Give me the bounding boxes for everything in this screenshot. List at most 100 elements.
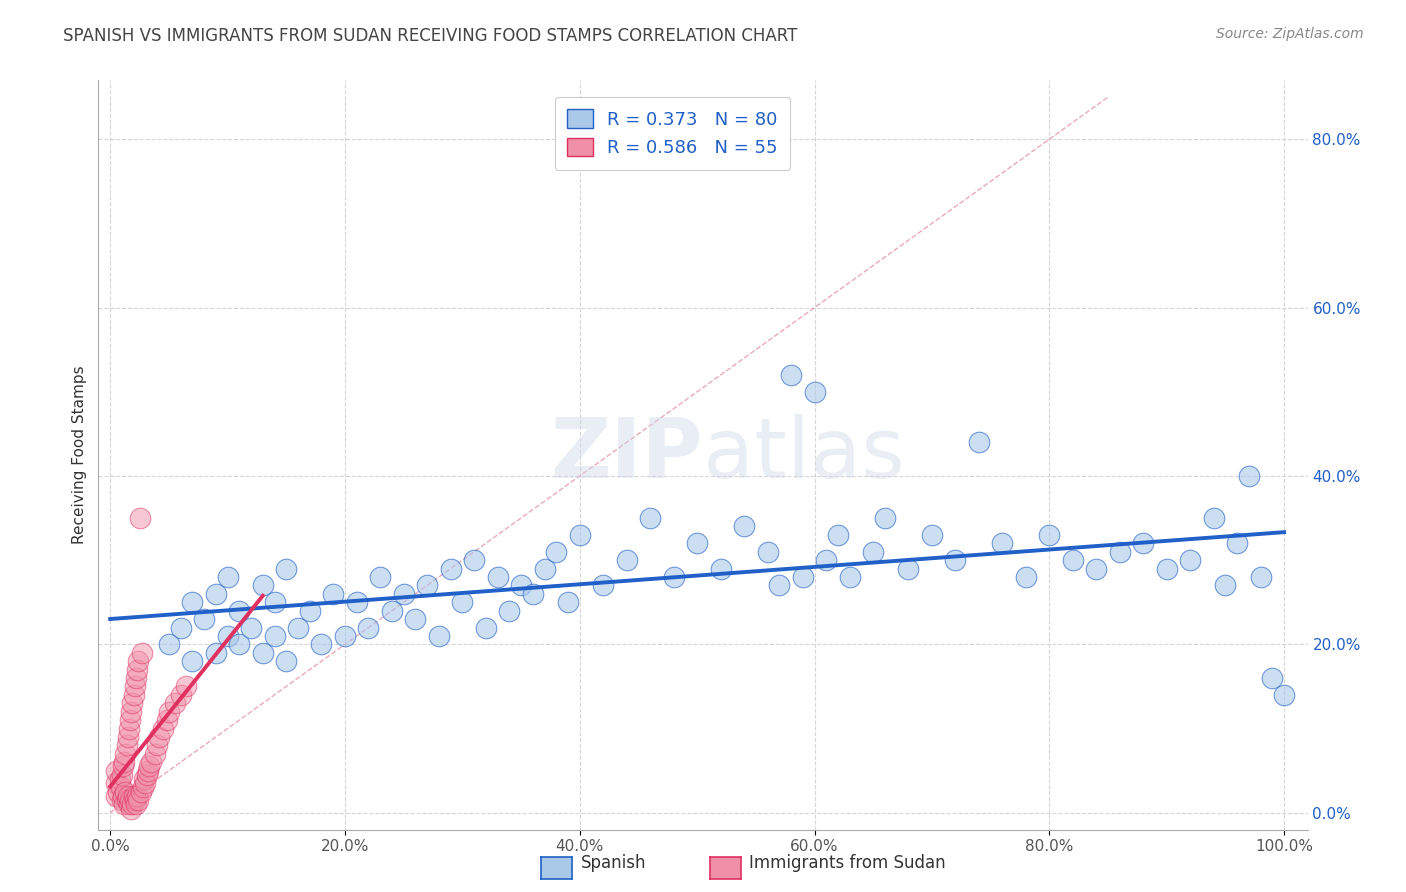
Point — [568, 528, 591, 542]
Point — [1237, 469, 1260, 483]
Point — [121, 696, 143, 710]
Point — [228, 604, 250, 618]
Point — [475, 620, 498, 634]
Point — [768, 578, 790, 592]
Point — [217, 570, 239, 584]
Point — [127, 663, 149, 677]
Point — [118, 722, 141, 736]
Point — [510, 578, 533, 592]
Point — [146, 739, 169, 753]
Point — [134, 772, 156, 786]
Point — [1108, 545, 1130, 559]
Point — [181, 595, 204, 609]
Point — [112, 755, 135, 769]
Point — [792, 570, 814, 584]
Point — [163, 696, 186, 710]
Point — [111, 768, 134, 782]
Point — [357, 620, 380, 634]
Point — [815, 553, 838, 567]
Point — [131, 646, 153, 660]
Point — [368, 570, 391, 584]
Point — [124, 680, 146, 694]
Point — [322, 587, 344, 601]
Point — [662, 570, 685, 584]
Point — [152, 722, 174, 736]
Point — [546, 545, 568, 559]
Point — [127, 654, 149, 668]
Point — [733, 519, 755, 533]
Point — [169, 688, 191, 702]
Point — [181, 654, 204, 668]
Point — [125, 671, 148, 685]
Point — [105, 764, 128, 778]
Point — [616, 553, 638, 567]
Point — [1250, 570, 1272, 584]
Point — [276, 654, 298, 668]
Point — [127, 793, 149, 807]
Point — [115, 793, 138, 807]
Point — [114, 785, 136, 799]
Point — [1202, 511, 1225, 525]
Point — [427, 629, 450, 643]
Point — [252, 578, 274, 592]
Point — [129, 785, 152, 799]
Point — [276, 561, 298, 575]
Point — [298, 604, 321, 618]
Point — [533, 561, 555, 575]
Point — [114, 747, 136, 761]
Point — [463, 553, 485, 567]
Point — [710, 561, 733, 575]
Point — [117, 730, 139, 744]
Point — [1132, 536, 1154, 550]
Point — [228, 637, 250, 651]
Point — [132, 780, 155, 795]
Point — [176, 680, 198, 694]
Point — [112, 789, 135, 803]
Point — [157, 637, 180, 651]
Legend: R = 0.373   N = 80, R = 0.586   N = 55: R = 0.373 N = 80, R = 0.586 N = 55 — [555, 97, 790, 169]
Point — [240, 620, 263, 634]
Point — [1180, 553, 1202, 567]
Point — [862, 545, 884, 559]
Point — [1015, 570, 1038, 584]
Point — [1062, 553, 1084, 567]
Point — [967, 435, 990, 450]
Point — [112, 797, 135, 812]
Point — [112, 759, 135, 773]
Point — [287, 620, 309, 634]
Point — [252, 646, 274, 660]
Point — [204, 587, 226, 601]
Point — [404, 612, 426, 626]
Point — [756, 545, 779, 559]
Point — [263, 629, 285, 643]
Point — [991, 536, 1014, 550]
Point — [122, 688, 145, 702]
Text: atlas: atlas — [703, 415, 904, 495]
Point — [439, 561, 461, 575]
Point — [486, 570, 509, 584]
Point — [118, 797, 141, 812]
Point — [107, 785, 129, 799]
Point — [1156, 561, 1178, 575]
Point — [120, 801, 142, 815]
Point — [780, 368, 803, 382]
Point — [638, 511, 661, 525]
Text: SPANISH VS IMMIGRANTS FROM SUDAN RECEIVING FOOD STAMPS CORRELATION CHART: SPANISH VS IMMIGRANTS FROM SUDAN RECEIVI… — [63, 27, 797, 45]
Point — [416, 578, 439, 592]
Point — [105, 776, 128, 790]
Point — [897, 561, 920, 575]
Point — [392, 587, 415, 601]
Point — [125, 797, 148, 812]
Point — [873, 511, 896, 525]
Point — [217, 629, 239, 643]
Y-axis label: Receiving Food Stamps: Receiving Food Stamps — [72, 366, 87, 544]
Point — [1272, 688, 1295, 702]
Point — [333, 629, 356, 643]
Point — [592, 578, 614, 592]
Point — [141, 755, 163, 769]
Point — [134, 776, 156, 790]
Point — [1261, 671, 1284, 685]
Point — [557, 595, 579, 609]
Point — [157, 705, 180, 719]
Point — [311, 637, 333, 651]
